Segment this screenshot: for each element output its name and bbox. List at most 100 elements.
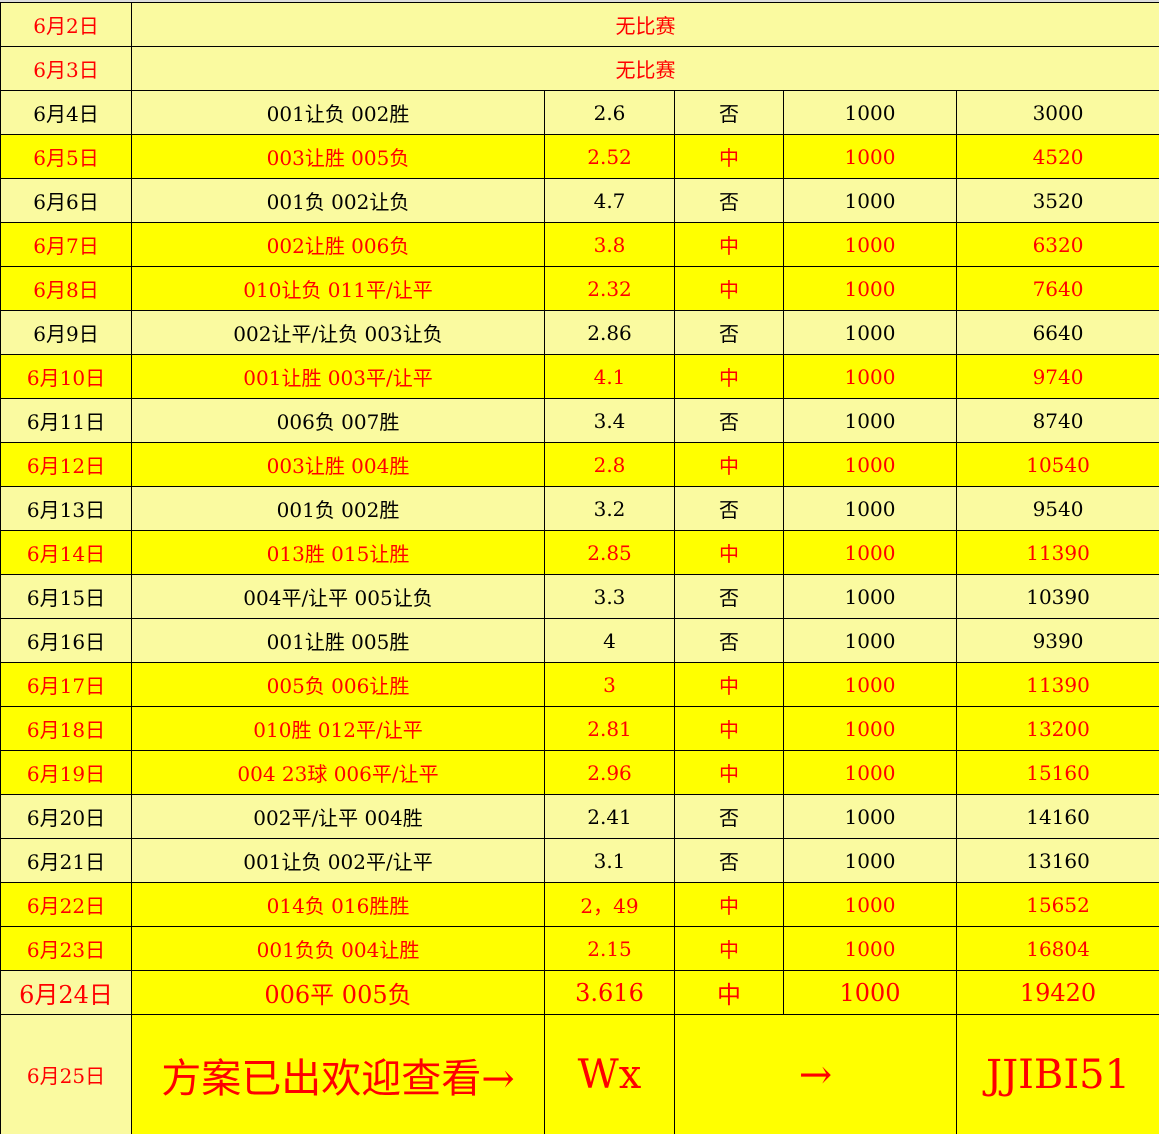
odds-cell: 3.2 bbox=[545, 487, 675, 531]
picks-cell: 002让胜 006负 bbox=[132, 223, 545, 267]
arrow-icon: → bbox=[675, 1015, 957, 1134]
result-cell: 否 bbox=[675, 311, 784, 355]
no-match-cell: 无比赛 bbox=[132, 3, 1159, 47]
picks-cell: 006平 005负 bbox=[132, 971, 545, 1015]
result-cell: 否 bbox=[675, 91, 784, 135]
date-cell: 6月11日 bbox=[1, 399, 132, 443]
balance-cell: 3520 bbox=[957, 179, 1159, 223]
odds-cell: 4 bbox=[545, 619, 675, 663]
date-cell: 6月17日 bbox=[1, 663, 132, 707]
balance-cell: 10390 bbox=[957, 575, 1159, 619]
stake-cell: 1000 bbox=[784, 179, 957, 223]
balance-cell: 7640 bbox=[957, 267, 1159, 311]
picks-cell: 004 23球 006平/让平 bbox=[132, 751, 545, 795]
balance-cell: 6640 bbox=[957, 311, 1159, 355]
balance-cell: 14160 bbox=[957, 795, 1159, 839]
result-cell: 中 bbox=[675, 443, 784, 487]
footer-message: 方案已出欢迎查看→ bbox=[132, 1015, 545, 1134]
balance-cell: 19420 bbox=[957, 971, 1159, 1015]
odds-cell: 2.85 bbox=[545, 531, 675, 575]
balance-cell: 15160 bbox=[957, 751, 1159, 795]
picks-cell: 003让胜 004胜 bbox=[132, 443, 545, 487]
balance-cell: 9390 bbox=[957, 619, 1159, 663]
odds-cell: 3.1 bbox=[545, 839, 675, 883]
date-cell: 6月3日 bbox=[1, 47, 132, 91]
odds-cell: 3.3 bbox=[545, 575, 675, 619]
stake-cell: 1000 bbox=[784, 399, 957, 443]
result-cell: 中 bbox=[675, 267, 784, 311]
date-cell: 6月15日 bbox=[1, 575, 132, 619]
picks-cell: 014负 016胜胜 bbox=[132, 883, 545, 927]
date-cell: 6月13日 bbox=[1, 487, 132, 531]
stake-cell: 1000 bbox=[784, 135, 957, 179]
footer-row: 6月25日 方案已出欢迎查看→ Wx → JJIBI51 bbox=[1, 1015, 1159, 1134]
stake-cell: 1000 bbox=[784, 531, 957, 575]
result-cell: 否 bbox=[675, 179, 784, 223]
stake-cell: 1000 bbox=[784, 663, 957, 707]
balance-cell: 8740 bbox=[957, 399, 1159, 443]
stake-cell: 1000 bbox=[784, 443, 957, 487]
stake-cell: 1000 bbox=[784, 223, 957, 267]
balance-cell: 9740 bbox=[957, 355, 1159, 399]
balance-cell: 11390 bbox=[957, 531, 1159, 575]
date-cell: 6月21日 bbox=[1, 839, 132, 883]
balance-cell: 15652 bbox=[957, 883, 1159, 927]
date-cell: 6月18日 bbox=[1, 707, 132, 751]
no-match-row: 6月3日 无比赛 bbox=[1, 47, 1159, 91]
picks-cell: 001负 002让负 bbox=[132, 179, 545, 223]
result-cell: 否 bbox=[675, 575, 784, 619]
result-cell: 中 bbox=[675, 663, 784, 707]
picks-cell: 001让负 002平/让平 bbox=[132, 839, 545, 883]
result-cell: 否 bbox=[675, 795, 784, 839]
date-cell: 6月2日 bbox=[1, 3, 132, 47]
picks-cell: 002让平/让负 003让负 bbox=[132, 311, 545, 355]
balance-cell: 16804 bbox=[957, 927, 1159, 971]
picks-cell: 001让胜 005胜 bbox=[132, 619, 545, 663]
balance-cell: 11390 bbox=[957, 663, 1159, 707]
result-cell: 中 bbox=[675, 223, 784, 267]
result-cell: 中 bbox=[675, 883, 784, 927]
picks-cell: 001让胜 003平/让平 bbox=[132, 355, 545, 399]
odds-cell: 4.1 bbox=[545, 355, 675, 399]
balance-cell: 4520 bbox=[957, 135, 1159, 179]
odds-cell: 2.81 bbox=[545, 707, 675, 751]
odds-cell: 2.86 bbox=[545, 311, 675, 355]
odds-cell: 2，49 bbox=[545, 883, 675, 927]
picks-cell: 005负 006让胜 bbox=[132, 663, 545, 707]
stake-cell: 1000 bbox=[784, 971, 957, 1015]
odds-cell: 4.7 bbox=[545, 179, 675, 223]
stake-cell: 1000 bbox=[784, 927, 957, 971]
stake-cell: 1000 bbox=[784, 795, 957, 839]
balance-cell: 13200 bbox=[957, 707, 1159, 751]
result-cell: 中 bbox=[675, 135, 784, 179]
footer-wx: Wx bbox=[545, 1015, 675, 1134]
result-cell: 中 bbox=[675, 927, 784, 971]
result-cell: 否 bbox=[675, 487, 784, 531]
date-cell: 6月9日 bbox=[1, 311, 132, 355]
stake-cell: 1000 bbox=[784, 311, 957, 355]
stake-cell: 1000 bbox=[784, 619, 957, 663]
stake-cell: 1000 bbox=[784, 267, 957, 311]
picks-cell: 001负 002胜 bbox=[132, 487, 545, 531]
picks-cell: 004平/让平 005让负 bbox=[132, 575, 545, 619]
balance-cell: 3000 bbox=[957, 91, 1159, 135]
odds-cell: 2.52 bbox=[545, 135, 675, 179]
date-cell: 6月24日 bbox=[1, 971, 132, 1015]
date-cell: 6月12日 bbox=[1, 443, 132, 487]
date-cell: 6月8日 bbox=[1, 267, 132, 311]
odds-cell: 3.616 bbox=[545, 971, 675, 1015]
stake-cell: 1000 bbox=[784, 883, 957, 927]
